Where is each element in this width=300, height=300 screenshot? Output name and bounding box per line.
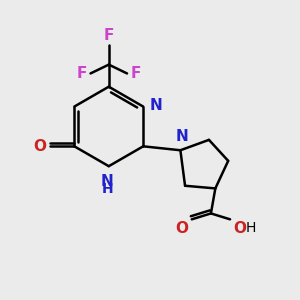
Text: F: F (130, 66, 141, 81)
Text: O: O (175, 221, 188, 236)
Text: H: H (245, 221, 256, 235)
Text: N: N (150, 98, 162, 112)
Text: H: H (101, 182, 113, 197)
Text: F: F (76, 66, 87, 81)
Text: O: O (234, 221, 247, 236)
Text: O: O (34, 139, 47, 154)
Text: N: N (101, 174, 114, 189)
Text: F: F (103, 28, 114, 44)
Text: N: N (176, 129, 188, 144)
